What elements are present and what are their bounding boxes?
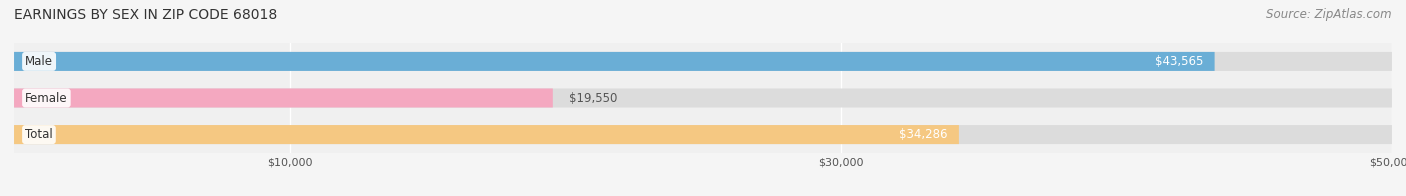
FancyBboxPatch shape: [14, 52, 1215, 71]
FancyBboxPatch shape: [14, 125, 1392, 144]
Text: EARNINGS BY SEX IN ZIP CODE 68018: EARNINGS BY SEX IN ZIP CODE 68018: [14, 8, 277, 22]
Text: $43,565: $43,565: [1156, 55, 1204, 68]
Text: Source: ZipAtlas.com: Source: ZipAtlas.com: [1267, 8, 1392, 21]
Text: Total: Total: [25, 128, 53, 141]
FancyBboxPatch shape: [14, 52, 1392, 71]
Text: Female: Female: [25, 92, 67, 104]
Text: $19,550: $19,550: [569, 92, 617, 104]
Text: $34,286: $34,286: [900, 128, 948, 141]
FancyBboxPatch shape: [14, 88, 1392, 108]
FancyBboxPatch shape: [14, 88, 553, 108]
Text: Male: Male: [25, 55, 53, 68]
FancyBboxPatch shape: [14, 125, 959, 144]
